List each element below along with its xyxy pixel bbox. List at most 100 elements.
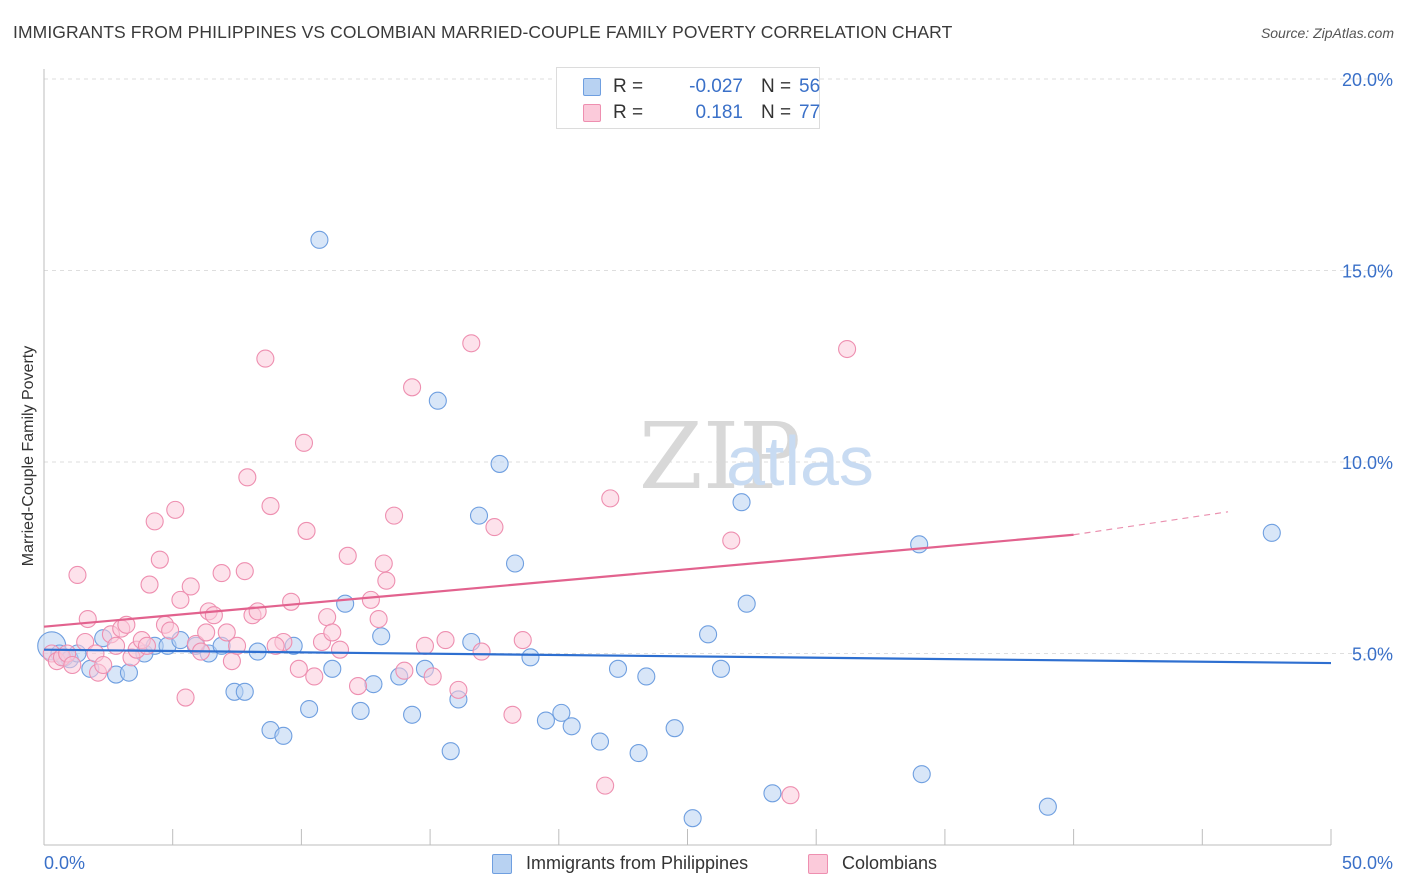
- philippines-point: [300, 699, 319, 719]
- n-label: N =: [761, 102, 792, 123]
- philippines-point: [235, 682, 254, 701]
- philippines-point: [552, 703, 571, 722]
- philippines-point: [505, 554, 525, 573]
- colombians-point: [323, 623, 342, 642]
- y-tick-label: 10.0%: [1342, 453, 1393, 473]
- axis-ticks: [43, 829, 1332, 845]
- colombians-point: [68, 565, 87, 585]
- colombians-point: [722, 531, 741, 550]
- philippines-point: [629, 744, 648, 763]
- colombians-point: [63, 655, 82, 675]
- colombians-point: [248, 602, 267, 621]
- philippines-point: [912, 765, 931, 784]
- colombians-point: [204, 606, 223, 625]
- colombians-legend-swatch: [808, 854, 828, 874]
- colombians-point: [140, 575, 159, 594]
- colombians-point: [238, 468, 257, 487]
- y-tick-label: 20.0%: [1342, 70, 1393, 90]
- philippines-point: [521, 648, 540, 667]
- philippines-point: [910, 535, 929, 554]
- philippines-point: [737, 594, 756, 613]
- colombians-swatch: [583, 104, 601, 122]
- colombians-point: [503, 705, 522, 724]
- colombians-point: [601, 489, 620, 508]
- colombians-point: [472, 642, 491, 661]
- stats-legend: R = -0.027 N = 56 R = 0.181 N = 77: [556, 67, 820, 129]
- philippines-point: [1038, 797, 1057, 816]
- watermark-zip: ZIP: [639, 403, 801, 510]
- philippines-point: [323, 659, 342, 678]
- colombians-point: [217, 623, 236, 642]
- colombians-point: [449, 680, 468, 699]
- philippines-point: [608, 659, 628, 678]
- colombians-point: [297, 521, 316, 540]
- philippines-n-value: 56: [799, 76, 821, 97]
- colombians-point: [107, 636, 126, 655]
- colombians-point: [266, 636, 285, 655]
- colombians-point: [348, 677, 368, 696]
- colombians-point: [78, 609, 97, 629]
- philippines-point: [1262, 523, 1281, 542]
- colombians-point: [369, 609, 388, 629]
- colombians-point: [377, 571, 396, 590]
- colombians-point: [513, 631, 532, 650]
- colombians-point: [305, 667, 324, 686]
- n-label: N =: [761, 76, 792, 97]
- trend-lines: [43, 511, 1332, 665]
- colombians-point: [330, 640, 350, 659]
- philippines-point: [637, 667, 656, 686]
- colombians-point: [374, 554, 393, 573]
- colombians-point: [485, 518, 504, 537]
- colombians-point: [166, 500, 185, 519]
- philippines-point: [536, 711, 555, 730]
- colombians-trend-line: [43, 533, 1074, 628]
- colombians-point: [289, 659, 308, 678]
- colombians-point: [256, 349, 275, 368]
- colombians-r-value: 0.181: [695, 102, 743, 123]
- colombians-point: [423, 667, 442, 686]
- colombians-point: [150, 550, 169, 569]
- philippines-swatch: [583, 78, 601, 96]
- r-label: R =: [613, 76, 644, 97]
- philippines-point: [441, 742, 460, 761]
- colombians-point: [415, 636, 435, 655]
- colombians-trend-extension: [1073, 511, 1229, 536]
- colombians-point: [781, 786, 800, 805]
- philippines-point: [732, 493, 751, 512]
- philippines-point: [336, 594, 355, 613]
- colombians-point: [338, 546, 357, 565]
- colombians-point: [596, 776, 615, 795]
- philippines-point: [351, 701, 370, 721]
- colombians-point: [197, 623, 216, 642]
- philippines-point: [490, 454, 509, 473]
- colombians-point: [261, 496, 280, 516]
- philippines-legend-label: Immigrants from Philippines: [526, 853, 749, 873]
- colombians-point: [282, 592, 301, 611]
- y-tick-label: 15.0%: [1342, 262, 1393, 282]
- philippines-point: [428, 391, 447, 410]
- colombians-point: [212, 564, 231, 583]
- colombians-point: [176, 688, 195, 707]
- philippines-point: [372, 627, 391, 646]
- philippines-point: [274, 726, 293, 745]
- colombians-point: [228, 636, 247, 655]
- colombians-point: [294, 433, 314, 452]
- x-tick-label: 50.0%: [1342, 853, 1393, 873]
- x-tick-label: 0.0%: [44, 853, 85, 873]
- philippines-point: [683, 809, 702, 828]
- colombians-point: [838, 339, 857, 359]
- philippines-legend-swatch: [492, 854, 512, 874]
- colombians-point: [361, 590, 380, 609]
- colombians-point: [403, 378, 422, 397]
- philippines-point: [469, 506, 489, 525]
- colombians-point: [222, 652, 241, 671]
- philippines-trend-line: [43, 648, 1332, 665]
- chart-title: IMMIGRANTS FROM PHILIPPINES VS COLOMBIAN…: [13, 22, 953, 42]
- philippines-point: [364, 675, 383, 694]
- colombians-point: [145, 512, 164, 531]
- colombians-legend-label: Colombians: [842, 853, 938, 873]
- philippines-point: [119, 663, 138, 682]
- y-tick-label: 5.0%: [1352, 645, 1393, 665]
- philippines-point: [403, 705, 422, 724]
